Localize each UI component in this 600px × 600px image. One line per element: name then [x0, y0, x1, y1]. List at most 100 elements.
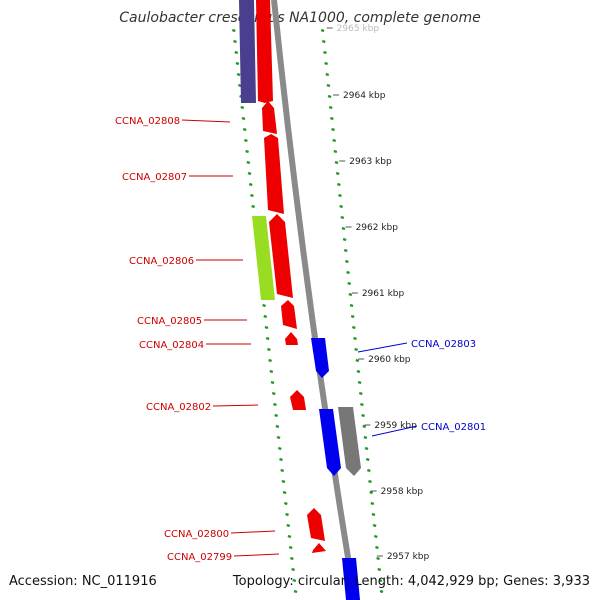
gc-tick [336, 182, 341, 187]
scale-label: 2961 kbp [362, 289, 405, 299]
gene-arrow-ccna-02800[interactable] [307, 508, 325, 541]
gene-label[interactable]: CCNA_02801 [421, 422, 486, 433]
gc-tick [360, 402, 364, 407]
scale-label: 2959 kbp [374, 421, 417, 431]
gene-arrow-ccna-02808[interactable] [262, 101, 277, 134]
gene-arrow-ccna-02802[interactable] [290, 390, 306, 410]
gc-tick [283, 501, 288, 506]
gene-arrow-ccna-02806-lime[interactable] [252, 216, 275, 300]
gc-tick [331, 127, 335, 132]
gc-tick [366, 468, 371, 473]
gc-tick [265, 336, 270, 341]
gene-arrow-red-top[interactable] [256, 0, 273, 103]
gc-tick [368, 479, 372, 484]
gc-tick [292, 578, 297, 583]
gc-tick [321, 39, 326, 44]
gc-tick [270, 380, 275, 385]
gc-tick [333, 149, 338, 154]
gene-label-line [181, 119, 231, 123]
sequence-backbone [271, 0, 358, 600]
gc-tick [233, 39, 237, 44]
gc-tick [264, 325, 269, 330]
gene-label-lines: CCNA_02808 CCNA_02807 CCNA_02806 CCNA_02805… [115, 116, 486, 563]
gc-tick [369, 490, 374, 495]
gc-tick [329, 116, 334, 121]
gc-tick [328, 105, 333, 110]
gc-tick [354, 347, 359, 352]
topology-label: Topology: circular; Length: 4,042,929 bp… [232, 574, 590, 589]
gene-arrow-blue-bottom[interactable] [342, 558, 360, 600]
gc-tick [275, 424, 280, 429]
gc-tick [345, 259, 349, 264]
gc-tick [280, 468, 285, 473]
gene-label[interactable]: CCNA_02803 [411, 339, 476, 350]
gc-tick [355, 358, 360, 363]
gene-arrow-ccna-02801-gray[interactable] [338, 407, 361, 476]
gene-label[interactable]: CCNA_02806 [129, 256, 194, 267]
gc-tick [282, 490, 287, 495]
gc-tick [335, 171, 340, 176]
gene-label[interactable]: CCNA_02804 [139, 340, 204, 351]
gene-arrow-ccna-02799[interactable] [312, 543, 326, 553]
gc-tick [240, 105, 245, 110]
gc-tick [347, 281, 352, 286]
gc-tick [287, 534, 292, 539]
gc-tick [320, 28, 325, 33]
gc-tick [293, 589, 298, 594]
gene-arrow-ccna-02807[interactable] [264, 134, 284, 214]
gc-tick [365, 457, 370, 462]
gc-tick [372, 523, 377, 528]
gc-tick [251, 204, 256, 209]
gc-tick [357, 380, 362, 385]
scale-label: 2965 kbp [337, 24, 380, 34]
gene-label-line [357, 342, 408, 353]
scale-label: 2958 kbp [381, 487, 424, 497]
gene-arrow-slate[interactable] [239, 0, 256, 103]
gc-tick [324, 61, 329, 66]
gene-label[interactable]: CCNA_02802 [146, 402, 211, 413]
gene-label[interactable]: CCNA_02800 [164, 529, 229, 540]
gc-tick [269, 369, 274, 374]
gc-tick [341, 226, 346, 231]
gc-tick [349, 303, 354, 308]
gene-arrow-ccna-02805[interactable] [281, 300, 297, 329]
gc-tick [246, 160, 251, 165]
gc-tick [377, 567, 382, 572]
gene-label-line [233, 553, 280, 557]
map-title: Caulobacter crescentus NA1000, complete … [119, 10, 481, 26]
gc-tick [266, 347, 271, 352]
gc-tick [286, 523, 291, 528]
gc-tick [276, 435, 281, 440]
gene-label[interactable]: CCNA_02808 [115, 116, 180, 127]
gene-arrow-ccna-02804[interactable] [285, 332, 298, 345]
gc-tick [358, 391, 363, 396]
gc-tick [234, 50, 239, 55]
gene-label[interactable]: CCNA_02799 [167, 552, 232, 563]
gc-tick [268, 358, 272, 363]
gc-tick [245, 149, 250, 154]
gene-label[interactable]: CCNA_02805 [137, 316, 202, 327]
gc-tick [375, 545, 379, 550]
gc-tick [334, 160, 339, 165]
gene-arrow-ccna-02803[interactable] [311, 338, 329, 378]
gc-tick [244, 138, 248, 143]
gc-tick [339, 204, 344, 209]
gene-arrow-ccna-02806[interactable] [269, 214, 293, 298]
gc-tick [343, 248, 348, 253]
gc-tick [235, 61, 240, 66]
gc-tick [363, 435, 368, 440]
gc-tick [248, 182, 253, 187]
gc-tick [346, 270, 350, 275]
gene-arrow-ccna-02801[interactable] [319, 409, 341, 476]
gene-label[interactable]: CCNA_02807 [122, 172, 187, 183]
gc-tick [250, 193, 254, 198]
gc-tick [262, 303, 266, 308]
scale-label: 2962 kbp [356, 223, 399, 233]
gc-tick [373, 534, 378, 539]
gc-tick [376, 556, 380, 561]
gc-tick [327, 94, 332, 99]
gc-tick [291, 567, 295, 572]
gc-tick [361, 413, 365, 418]
gc-tick [271, 391, 276, 396]
